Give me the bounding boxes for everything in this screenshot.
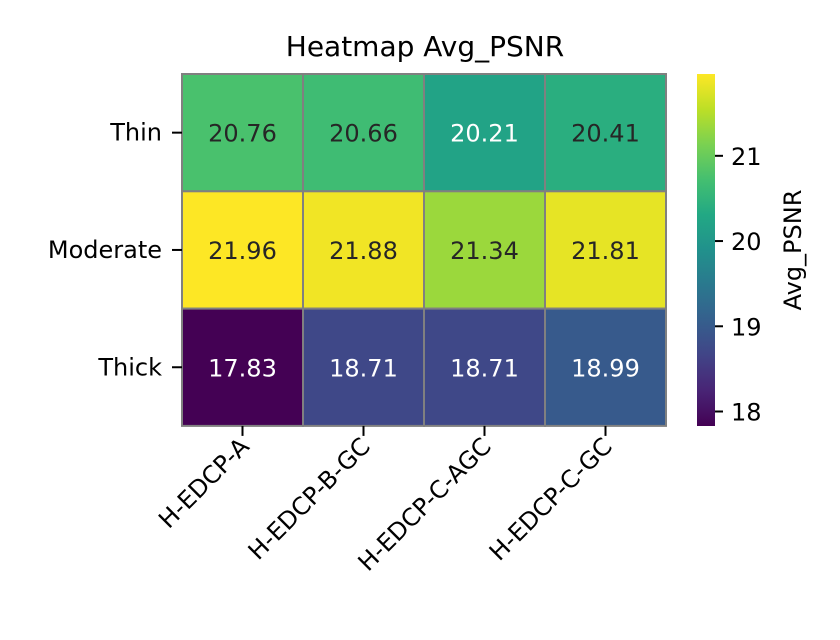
cell-label-1-3: 21.81 bbox=[571, 237, 640, 265]
heatmap-cells: 20.76 20.66 20.21 20.41 21.96 21.88 21.34 21.81… bbox=[181, 73, 667, 427]
cell-label-0-2: 20.21 bbox=[450, 120, 519, 148]
colorbar: 18 19 20 21 Avg_PSNR bbox=[697, 74, 807, 427]
cell-label-0-1: 20.66 bbox=[329, 120, 398, 148]
column-tick-labels: H-EDCP-AH-EDCP-B-GCH-EDCP-C-AGCH-EDCP-C-… bbox=[153, 425, 618, 577]
cell-label-1-2: 21.34 bbox=[450, 237, 519, 265]
column-tick-label-1: H-EDCP-B-GC bbox=[243, 432, 376, 565]
column-tick-label-3: H-EDCP-C-GC bbox=[484, 432, 618, 566]
cell-label-1-0: 21.96 bbox=[208, 237, 277, 265]
chart-title: Heatmap Avg_PSNR bbox=[286, 30, 564, 63]
colorbar-label: Avg_PSNR bbox=[779, 190, 807, 311]
row-tick-label-2: Thick bbox=[97, 353, 162, 381]
row-tick-label-0: Thin bbox=[109, 119, 162, 147]
cell-label-0-0: 20.76 bbox=[208, 120, 277, 148]
cell-2-3 bbox=[544, 307, 667, 427]
cell-2-1 bbox=[302, 307, 425, 427]
column-tick-label-0: H-EDCP-A bbox=[153, 432, 255, 534]
column-tick-label-2: H-EDCP-C-AGC bbox=[353, 432, 497, 576]
cell-0-3 bbox=[544, 73, 667, 193]
cell-0-1 bbox=[302, 73, 425, 193]
colorbar-ticks: 18 19 20 21 bbox=[715, 143, 762, 427]
cell-label-1-1: 21.88 bbox=[329, 237, 398, 265]
row-tick-labels: Thin Moderate Thick bbox=[48, 119, 182, 381]
cell-label-2-1: 18.71 bbox=[329, 354, 398, 382]
cell-0-2 bbox=[423, 73, 546, 193]
colorbar-gradient bbox=[697, 74, 715, 426]
cell-label-2-3: 18.99 bbox=[571, 354, 640, 382]
colorbar-tick-label-3: 21 bbox=[731, 143, 762, 171]
cell-label-2-2: 18.71 bbox=[450, 354, 519, 382]
cell-label-0-3: 20.41 bbox=[571, 120, 640, 148]
colorbar-tick-label-1: 19 bbox=[731, 313, 762, 341]
cell-1-3 bbox=[544, 190, 667, 310]
cell-label-2-0: 17.83 bbox=[208, 354, 277, 382]
row-tick-label-1: Moderate bbox=[48, 236, 162, 264]
cell-0-0 bbox=[181, 73, 304, 193]
cell-1-1 bbox=[302, 190, 425, 310]
colorbar-tick-label-2: 20 bbox=[731, 228, 762, 256]
colorbar-tick-label-0: 18 bbox=[731, 399, 762, 427]
